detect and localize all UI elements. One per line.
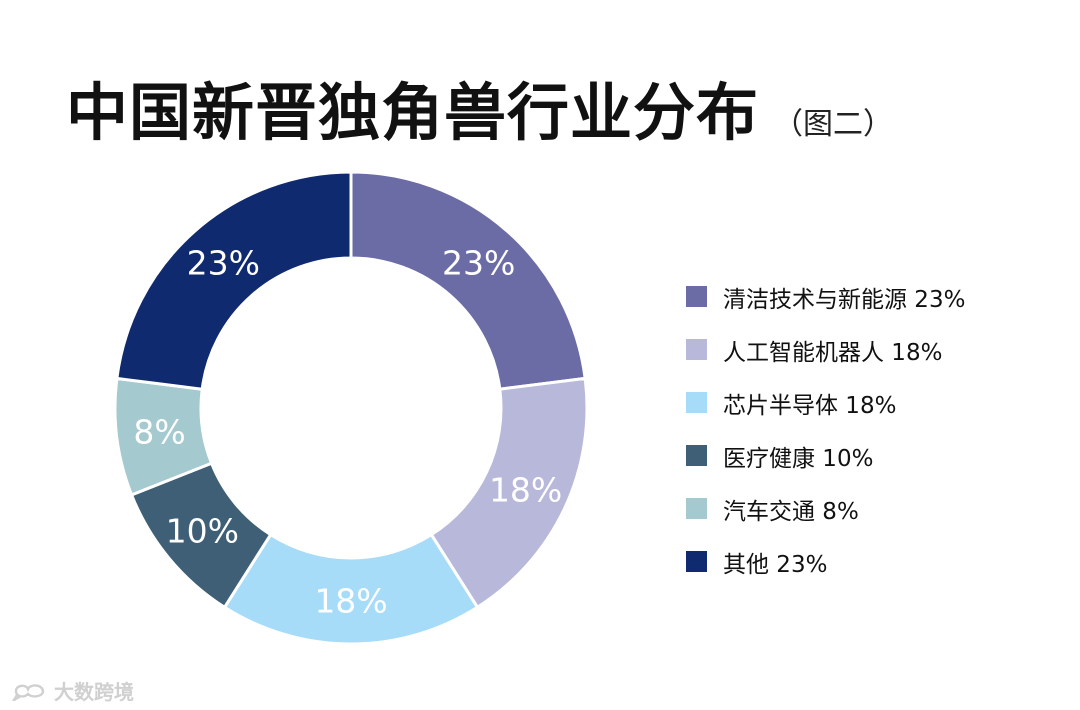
donut-chart: 23% 18% 18% 10% 8% 23% <box>113 170 589 646</box>
legend-item-5: 其他 23% <box>686 535 965 588</box>
slice-label-1: 18% <box>489 471 562 510</box>
legend-swatch <box>686 498 707 519</box>
legend-swatch <box>686 392 707 413</box>
slice-label-0: 23% <box>442 244 515 283</box>
donut-slice-5 <box>115 170 353 391</box>
legend-item-2: 芯片半导体 18% <box>686 376 965 429</box>
legend-item-0: 清洁技术与新能源 23% <box>686 270 965 323</box>
slice-label-5: 23% <box>187 244 260 283</box>
chart-subtitle: （图二） <box>773 107 894 142</box>
donut-slice-labels: 23% 18% 18% 10% 8% 23% <box>133 244 562 621</box>
slice-label-4: 8% <box>133 413 185 452</box>
slice-label-3: 10% <box>166 512 239 551</box>
donut-slices <box>113 170 589 646</box>
legend-swatch <box>686 445 707 466</box>
legend-label: 其他 23% <box>723 551 828 578</box>
legend-label: 汽车交通 8% <box>723 498 859 525</box>
watermark: 大数跨境 <box>12 676 134 705</box>
legend-label: 芯片半导体 18% <box>723 392 897 419</box>
chart-legend: 清洁技术与新能源 23% 人工智能机器人 18% 芯片半导体 18% 医疗健康 … <box>686 270 965 588</box>
legend-item-4: 汽车交通 8% <box>686 482 965 535</box>
legend-label: 医疗健康 10% <box>723 445 874 472</box>
legend-item-3: 医疗健康 10% <box>686 429 965 482</box>
speech-bubble-logo-icon <box>12 683 45 701</box>
slice-label-2: 18% <box>314 582 387 621</box>
legend-label: 清洁技术与新能源 23% <box>723 286 966 313</box>
legend-item-1: 人工智能机器人 18% <box>686 323 965 376</box>
watermark-text: 大数跨境 <box>54 680 134 704</box>
legend-swatch <box>686 551 707 572</box>
chart-title: 中国新晋独角兽行业分布 <box>66 76 760 149</box>
legend-swatch <box>686 286 707 307</box>
legend-swatch <box>686 339 707 360</box>
donut-slice-0 <box>349 170 587 391</box>
legend-label: 人工智能机器人 18% <box>723 339 943 366</box>
title-block: 中国新晋独角兽行业分布 （图二） <box>66 62 893 152</box>
